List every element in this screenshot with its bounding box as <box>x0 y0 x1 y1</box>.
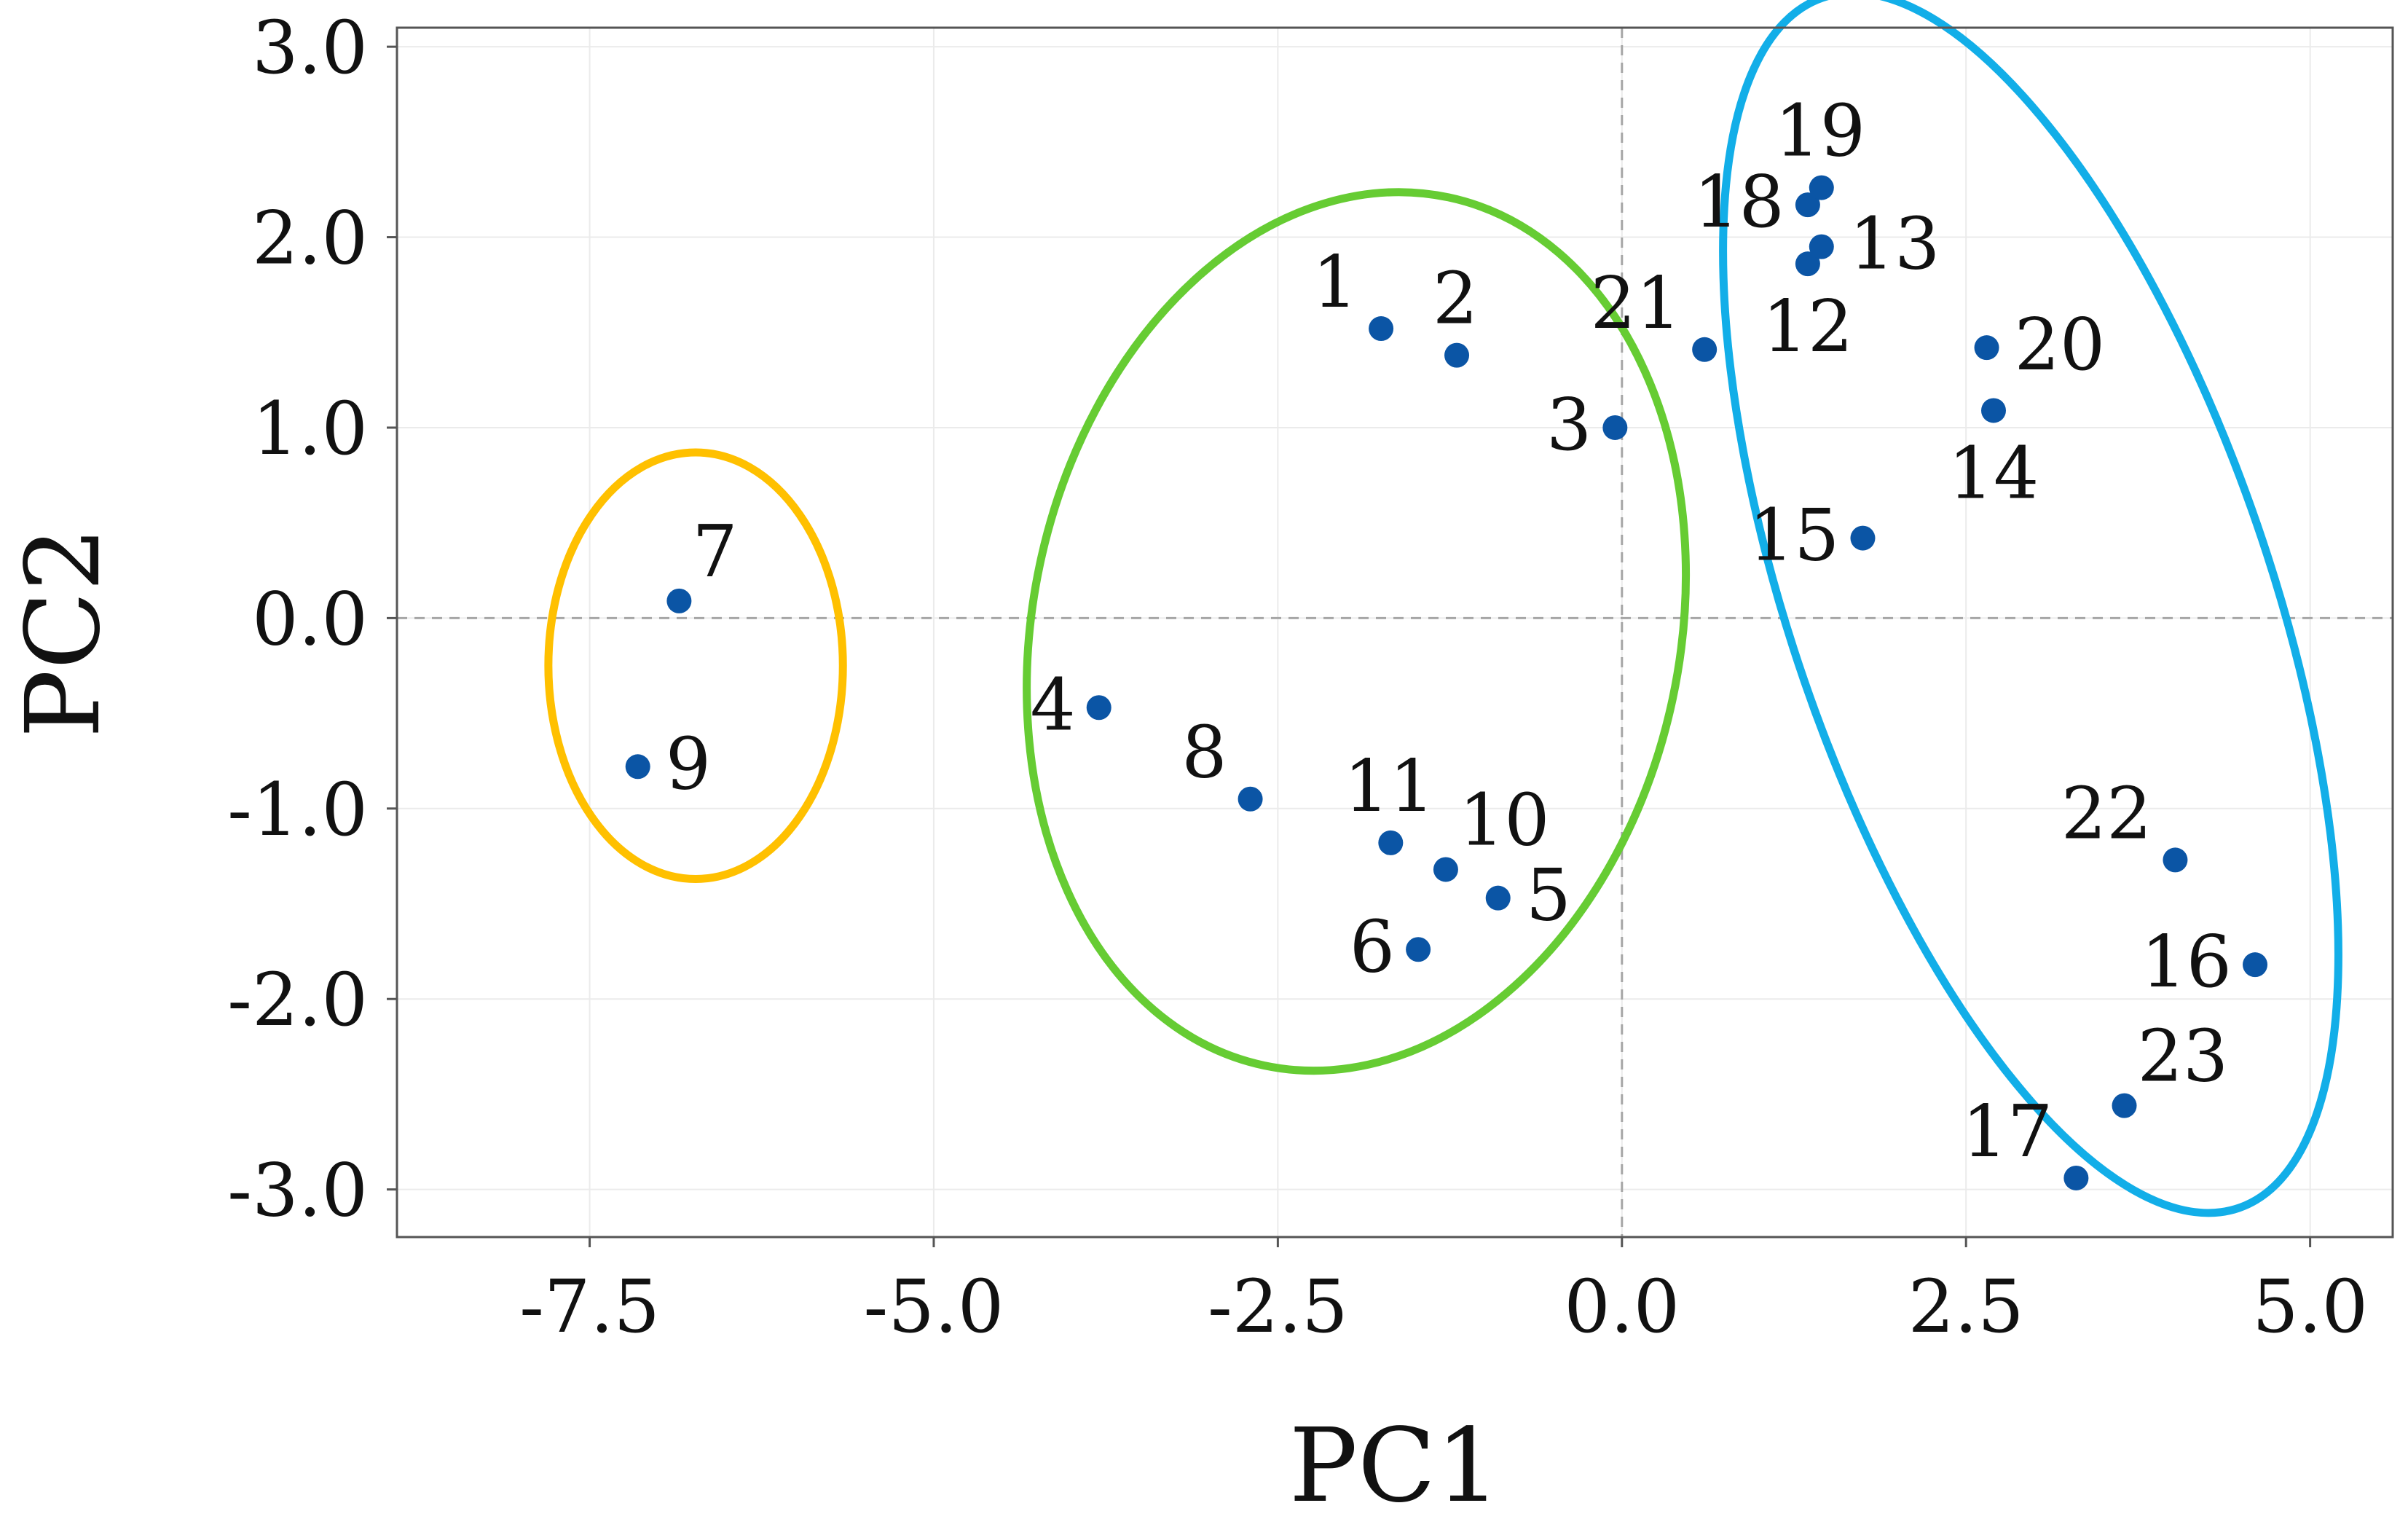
point-label-15: 15 <box>1749 495 1840 578</box>
point-label-4: 4 <box>1030 664 1075 747</box>
point-label-21: 21 <box>1590 262 1681 345</box>
point-label-7: 7 <box>692 511 737 594</box>
point-label-3: 3 <box>1546 384 1591 467</box>
y-axis-ticks: -3.0 -2.0 -1.0 0.0 1.0 2.0 3.0 <box>227 5 397 1233</box>
point-label-20: 20 <box>2015 304 2106 387</box>
point-label-1: 1 <box>1313 241 1358 324</box>
y-axis-label: PC2 <box>4 527 123 738</box>
data-point-17 <box>2063 1165 2089 1190</box>
x-tick-label-0: -7.5 <box>519 1264 660 1349</box>
reference-lines <box>397 28 2393 1237</box>
data-point-1 <box>1369 316 1394 342</box>
point-label-19: 19 <box>1774 90 1865 173</box>
y-tick-label-5: 2.0 <box>252 196 368 281</box>
x-axis-label: PC1 <box>1289 1407 1500 1519</box>
point-label-16: 16 <box>2141 921 2232 1004</box>
cluster-ellipses <box>544 0 2342 1217</box>
y-tick-label-1: -2.0 <box>227 957 368 1043</box>
data-point-12 <box>1795 251 1820 277</box>
point-label-5: 5 <box>1526 855 1571 938</box>
cluster-2-ellipse <box>1023 188 1691 1075</box>
y-tick-label-0: -3.0 <box>227 1148 368 1233</box>
cluster-1-ellipse <box>544 448 847 884</box>
y-tick-label-4: 1.0 <box>252 386 368 471</box>
point-label-2: 2 <box>1433 258 1478 341</box>
point-label-13: 13 <box>1849 203 1940 286</box>
x-tick-label-3: 0.0 <box>1564 1264 1680 1349</box>
point-label-18: 18 <box>1693 161 1785 244</box>
data-points <box>625 175 2268 1190</box>
data-point-19 <box>1809 175 1834 200</box>
x-axis-ticks: -7.5 -5.0 -2.5 0.0 2.5 5.0 <box>519 1237 2368 1349</box>
point-label-12: 12 <box>1763 286 1854 369</box>
y-tick-label-6: 3.0 <box>252 5 368 90</box>
data-point-13 <box>1809 234 1834 259</box>
data-point-22 <box>2163 847 2188 873</box>
x-tick-label-2: -2.5 <box>1208 1264 1348 1349</box>
data-point-15 <box>1850 525 1876 551</box>
plot-frame <box>396 26 2394 1239</box>
data-point-10 <box>1433 857 1458 882</box>
point-label-6: 6 <box>1350 906 1395 989</box>
cluster-3-ellipse <box>1719 0 2342 1217</box>
x-tick-label-5: 5.0 <box>2252 1264 2368 1349</box>
x-tick-label-1: -5.0 <box>864 1264 1004 1349</box>
y-tick-label-2: -1.0 <box>227 767 368 852</box>
data-point-7 <box>666 588 692 613</box>
data-point-2 <box>1444 342 1470 368</box>
data-point-11 <box>1378 830 1404 855</box>
data-point-3 <box>1602 415 1628 440</box>
y-tick-label-3: 0.0 <box>252 576 368 662</box>
data-point-6 <box>1406 937 1431 962</box>
point-label-9: 9 <box>666 723 711 806</box>
data-point-18 <box>1795 192 1820 218</box>
data-point-23 <box>2112 1093 2137 1118</box>
point-label-17: 17 <box>1962 1091 2053 1174</box>
data-point-21 <box>1692 337 1718 362</box>
data-point-8 <box>1238 786 1263 812</box>
x-tick-label-4: 2.5 <box>1908 1264 2024 1349</box>
point-label-8: 8 <box>1181 712 1227 795</box>
point-label-14: 14 <box>1948 432 2039 515</box>
data-point-14 <box>1981 398 2006 423</box>
point-label-22: 22 <box>2061 772 2152 855</box>
data-point-9 <box>625 754 650 780</box>
data-point-20 <box>1974 335 1999 361</box>
point-label-11: 11 <box>1344 745 1435 828</box>
point-label-23: 23 <box>2138 1016 2229 1099</box>
data-point-16 <box>2243 952 2268 978</box>
point-label-10: 10 <box>1459 779 1550 862</box>
data-point-4 <box>1086 695 1111 721</box>
data-point-5 <box>1485 885 1511 911</box>
